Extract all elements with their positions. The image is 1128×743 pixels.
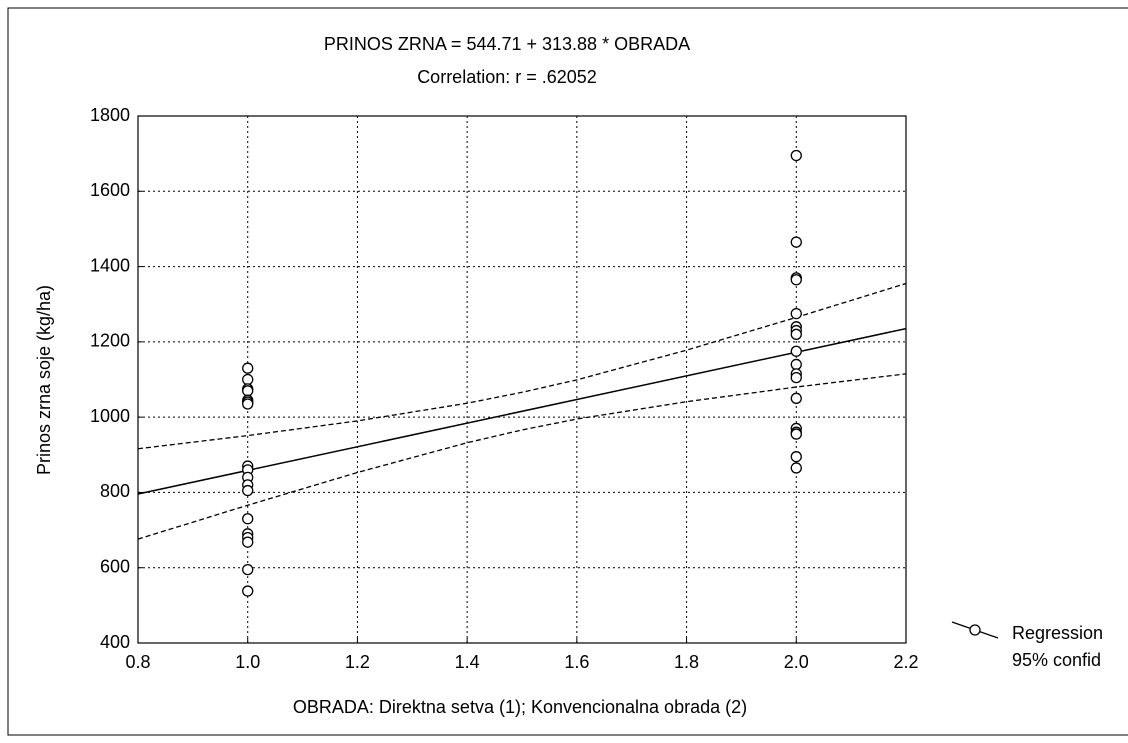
x-tick-label: 0.8	[125, 652, 150, 672]
y-tick-label: 600	[100, 556, 130, 576]
x-tick-label: 1.2	[345, 652, 370, 672]
x-tick-label: 2.2	[893, 652, 918, 672]
point	[790, 358, 802, 371]
x-tick-label: 1.6	[564, 652, 589, 672]
point	[242, 398, 254, 410]
x-tick-label: 1.8	[674, 652, 699, 672]
frame	[7, 7, 1128, 736]
y-tick-label: 1000	[90, 406, 130, 426]
legend-label: 95% confid	[1012, 650, 1101, 670]
y-tick-label: 1200	[90, 331, 130, 351]
point	[790, 307, 802, 320]
point	[790, 328, 802, 340]
point	[790, 428, 802, 440]
x-tick-label: 1.4	[455, 652, 480, 672]
y-tick-label: 1600	[90, 180, 130, 200]
chart-title: PRINOS ZRNA = 544.71 + 313.88 * OBRADA	[324, 34, 690, 54]
legend-label: Regression	[1012, 623, 1103, 643]
point	[790, 149, 802, 162]
chart-subtitle: Correlation: r = .62052	[417, 67, 597, 87]
point	[242, 484, 254, 497]
point	[242, 362, 254, 374]
y-tick-label: 1800	[90, 105, 130, 125]
point	[242, 536, 254, 548]
legend-symbol-point	[969, 624, 981, 636]
y-tick-label: 400	[100, 632, 130, 652]
plot-frame	[137, 115, 907, 644]
x-tick-label: 1.0	[235, 652, 260, 672]
point	[790, 236, 802, 248]
point	[242, 513, 254, 525]
y-tick-label: 1400	[90, 255, 130, 275]
point	[242, 563, 254, 576]
point	[790, 392, 802, 404]
y-axis-label: Prinos zrna soje (kg/ha)	[34, 285, 54, 475]
point	[242, 385, 254, 397]
point	[790, 462, 802, 474]
point	[242, 585, 254, 597]
confidence-band	[138, 282, 906, 450]
point	[790, 451, 802, 463]
point	[242, 373, 254, 386]
confidence-band	[138, 373, 906, 540]
point	[790, 345, 802, 357]
x-tick-label: 2.0	[784, 652, 809, 672]
y-tick-label: 800	[100, 481, 130, 501]
point	[790, 274, 802, 286]
regression-line	[137, 327, 907, 495]
x-axis-label: OBRADA: Direktna setva (1); Konvencional…	[293, 697, 747, 717]
point	[790, 371, 802, 384]
